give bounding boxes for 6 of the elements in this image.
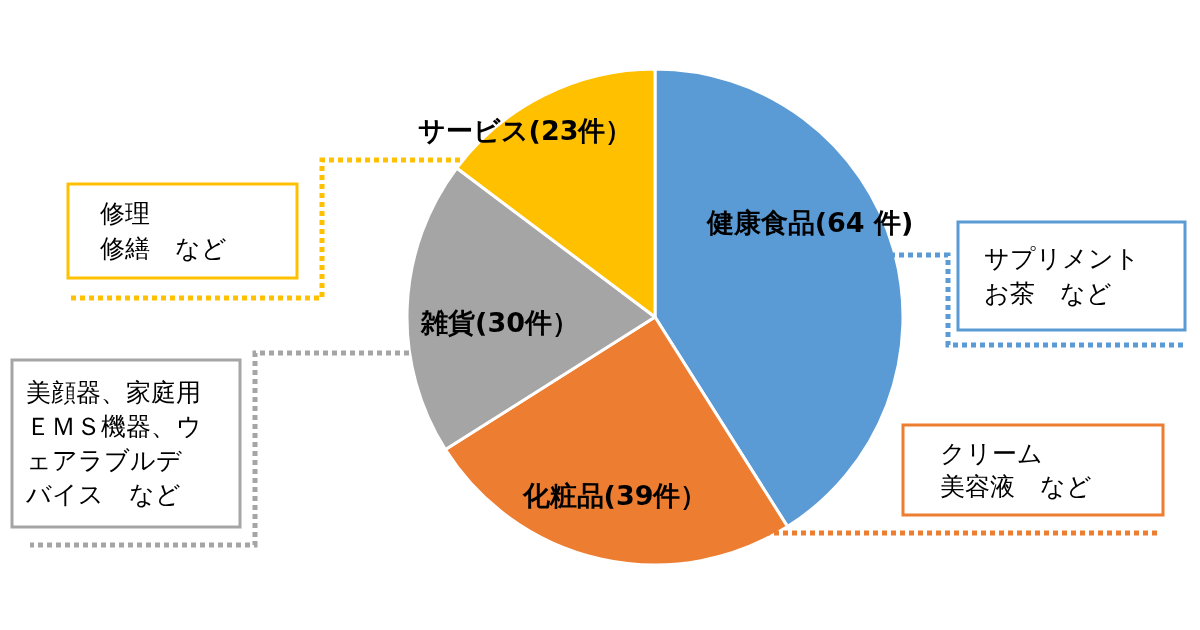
slice-label: 化粧品(39件） xyxy=(521,479,708,511)
text: 美顔器、家庭用ＥＭＳ機器、ウェアラブルデバイス など xyxy=(26,376,202,511)
text: サプリメントお茶 など xyxy=(984,243,1140,310)
slice-label: 雑貨(30件） xyxy=(420,306,579,338)
text: 修理修繕 など xyxy=(100,198,227,265)
text: クリーム美容液 など xyxy=(940,438,1092,503)
